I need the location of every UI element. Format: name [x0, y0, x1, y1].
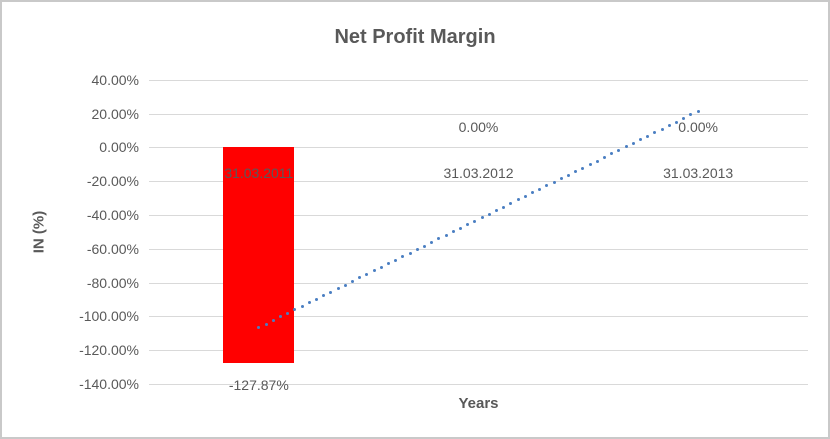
trendline-dot[interactable] — [430, 241, 434, 244]
trendline-dot[interactable] — [545, 184, 549, 188]
data-label: 0.00% — [678, 119, 718, 135]
y-tick-label: 0.00% — [99, 139, 139, 156]
y-tick-label: -20.00% — [86, 173, 139, 190]
trendline-dot[interactable] — [516, 198, 520, 202]
trendline-dot[interactable] — [473, 219, 477, 223]
trendline-dot[interactable] — [696, 109, 700, 113]
trendline-dot[interactable] — [257, 326, 261, 330]
trendline-dot[interactable] — [415, 248, 419, 252]
trendline-dot[interactable] — [379, 265, 383, 269]
trendline-dot[interactable] — [689, 113, 693, 117]
y-tick-label: -140.00% — [79, 376, 139, 392]
trendline-dot[interactable] — [372, 269, 376, 273]
trendline-dot[interactable] — [682, 116, 686, 120]
gridline — [149, 215, 808, 216]
trendline-dot[interactable] — [278, 315, 282, 319]
trendline-dot[interactable] — [487, 212, 491, 216]
trendline-dot[interactable] — [624, 145, 628, 149]
trendline-dot[interactable] — [653, 131, 657, 135]
gridline — [149, 113, 808, 115]
category-label: 31.03.2011 — [224, 165, 294, 181]
trendline-dot[interactable] — [394, 258, 398, 262]
gridline — [149, 282, 808, 284]
trendline-dot[interactable] — [286, 311, 290, 315]
trendline-dot[interactable] — [574, 170, 578, 174]
trendline-dot[interactable] — [617, 148, 621, 152]
trendline-dot[interactable] — [437, 237, 441, 241]
trendline-dot[interactable] — [667, 124, 671, 128]
trendline-dot[interactable] — [639, 138, 643, 142]
trendline-dot[interactable] — [567, 173, 571, 177]
trendline-dot[interactable] — [509, 202, 513, 206]
trendline-dot[interactable] — [422, 244, 426, 248]
trendline-dot[interactable] — [610, 152, 614, 156]
gridline — [149, 384, 808, 385]
y-tick-label: -120.00% — [79, 342, 139, 359]
gridline — [149, 147, 808, 149]
trendline-dot[interactable] — [322, 294, 326, 298]
trendline-dot[interactable] — [365, 272, 369, 276]
trendline-dot[interactable] — [531, 191, 535, 195]
trendline-dot[interactable] — [358, 276, 362, 280]
trendline-dot[interactable] — [523, 194, 527, 198]
trendline-dot[interactable] — [329, 290, 333, 294]
trendline-dot[interactable] — [675, 120, 679, 124]
trendline-dot[interactable] — [350, 279, 354, 283]
trendline-dot[interactable] — [595, 159, 599, 163]
trendline-dot[interactable] — [408, 251, 412, 255]
y-tick-label: -40.00% — [86, 207, 139, 223]
trendline-dot[interactable] — [264, 322, 268, 326]
y-tick-label: -60.00% — [86, 240, 139, 257]
trendline-dot[interactable] — [502, 205, 506, 209]
trendline-dot[interactable] — [538, 187, 542, 191]
trendline-dot[interactable] — [271, 318, 275, 322]
y-tick-label: -80.00% — [86, 274, 139, 291]
trendline-dot[interactable] — [300, 304, 304, 308]
chart-title: Net Profit Margin — [334, 26, 496, 48]
trendline-dot[interactable] — [386, 262, 390, 266]
trendline-dot[interactable] — [458, 226, 462, 230]
trendline-dot[interactable] — [588, 163, 592, 167]
gridline — [149, 79, 808, 81]
trendline-dot[interactable] — [444, 233, 448, 237]
trendline-dot[interactable] — [293, 308, 297, 312]
trendline-dot[interactable] — [336, 287, 340, 291]
trendline-dot[interactable] — [581, 166, 585, 170]
y-tick-label: 20.00% — [91, 105, 139, 122]
y-tick-label: 40.00% — [91, 71, 139, 88]
trendline-dot[interactable] — [451, 230, 455, 234]
trendline-dot[interactable] — [466, 223, 470, 227]
trendline-dot[interactable] — [552, 180, 556, 184]
data-label: -127.87% — [228, 376, 289, 393]
category-label: 31.03.2012 — [443, 165, 514, 181]
trendline-dot[interactable] — [603, 155, 607, 159]
data-label: 0.00% — [458, 119, 499, 135]
x-axis-title: Years — [458, 395, 499, 412]
trendline-dot[interactable] — [495, 209, 498, 213]
trendline-dot[interactable] — [631, 141, 635, 145]
gridline — [149, 316, 808, 318]
trendline-dot[interactable] — [314, 297, 318, 301]
trendline-dot[interactable] — [480, 216, 484, 220]
trendline-dot[interactable] — [660, 127, 664, 131]
trendline-dot[interactable] — [307, 301, 311, 305]
gridline — [149, 181, 808, 183]
trendline-dot[interactable] — [401, 255, 405, 259]
category-label: 31.03.2013 — [663, 165, 734, 181]
gridline — [149, 350, 808, 352]
y-tick-label: -100.00% — [79, 308, 139, 325]
trendline-dot[interactable] — [646, 134, 650, 138]
trendline-dot[interactable] — [343, 283, 347, 287]
trendline-dot[interactable] — [559, 177, 563, 181]
gridline — [149, 248, 808, 250]
